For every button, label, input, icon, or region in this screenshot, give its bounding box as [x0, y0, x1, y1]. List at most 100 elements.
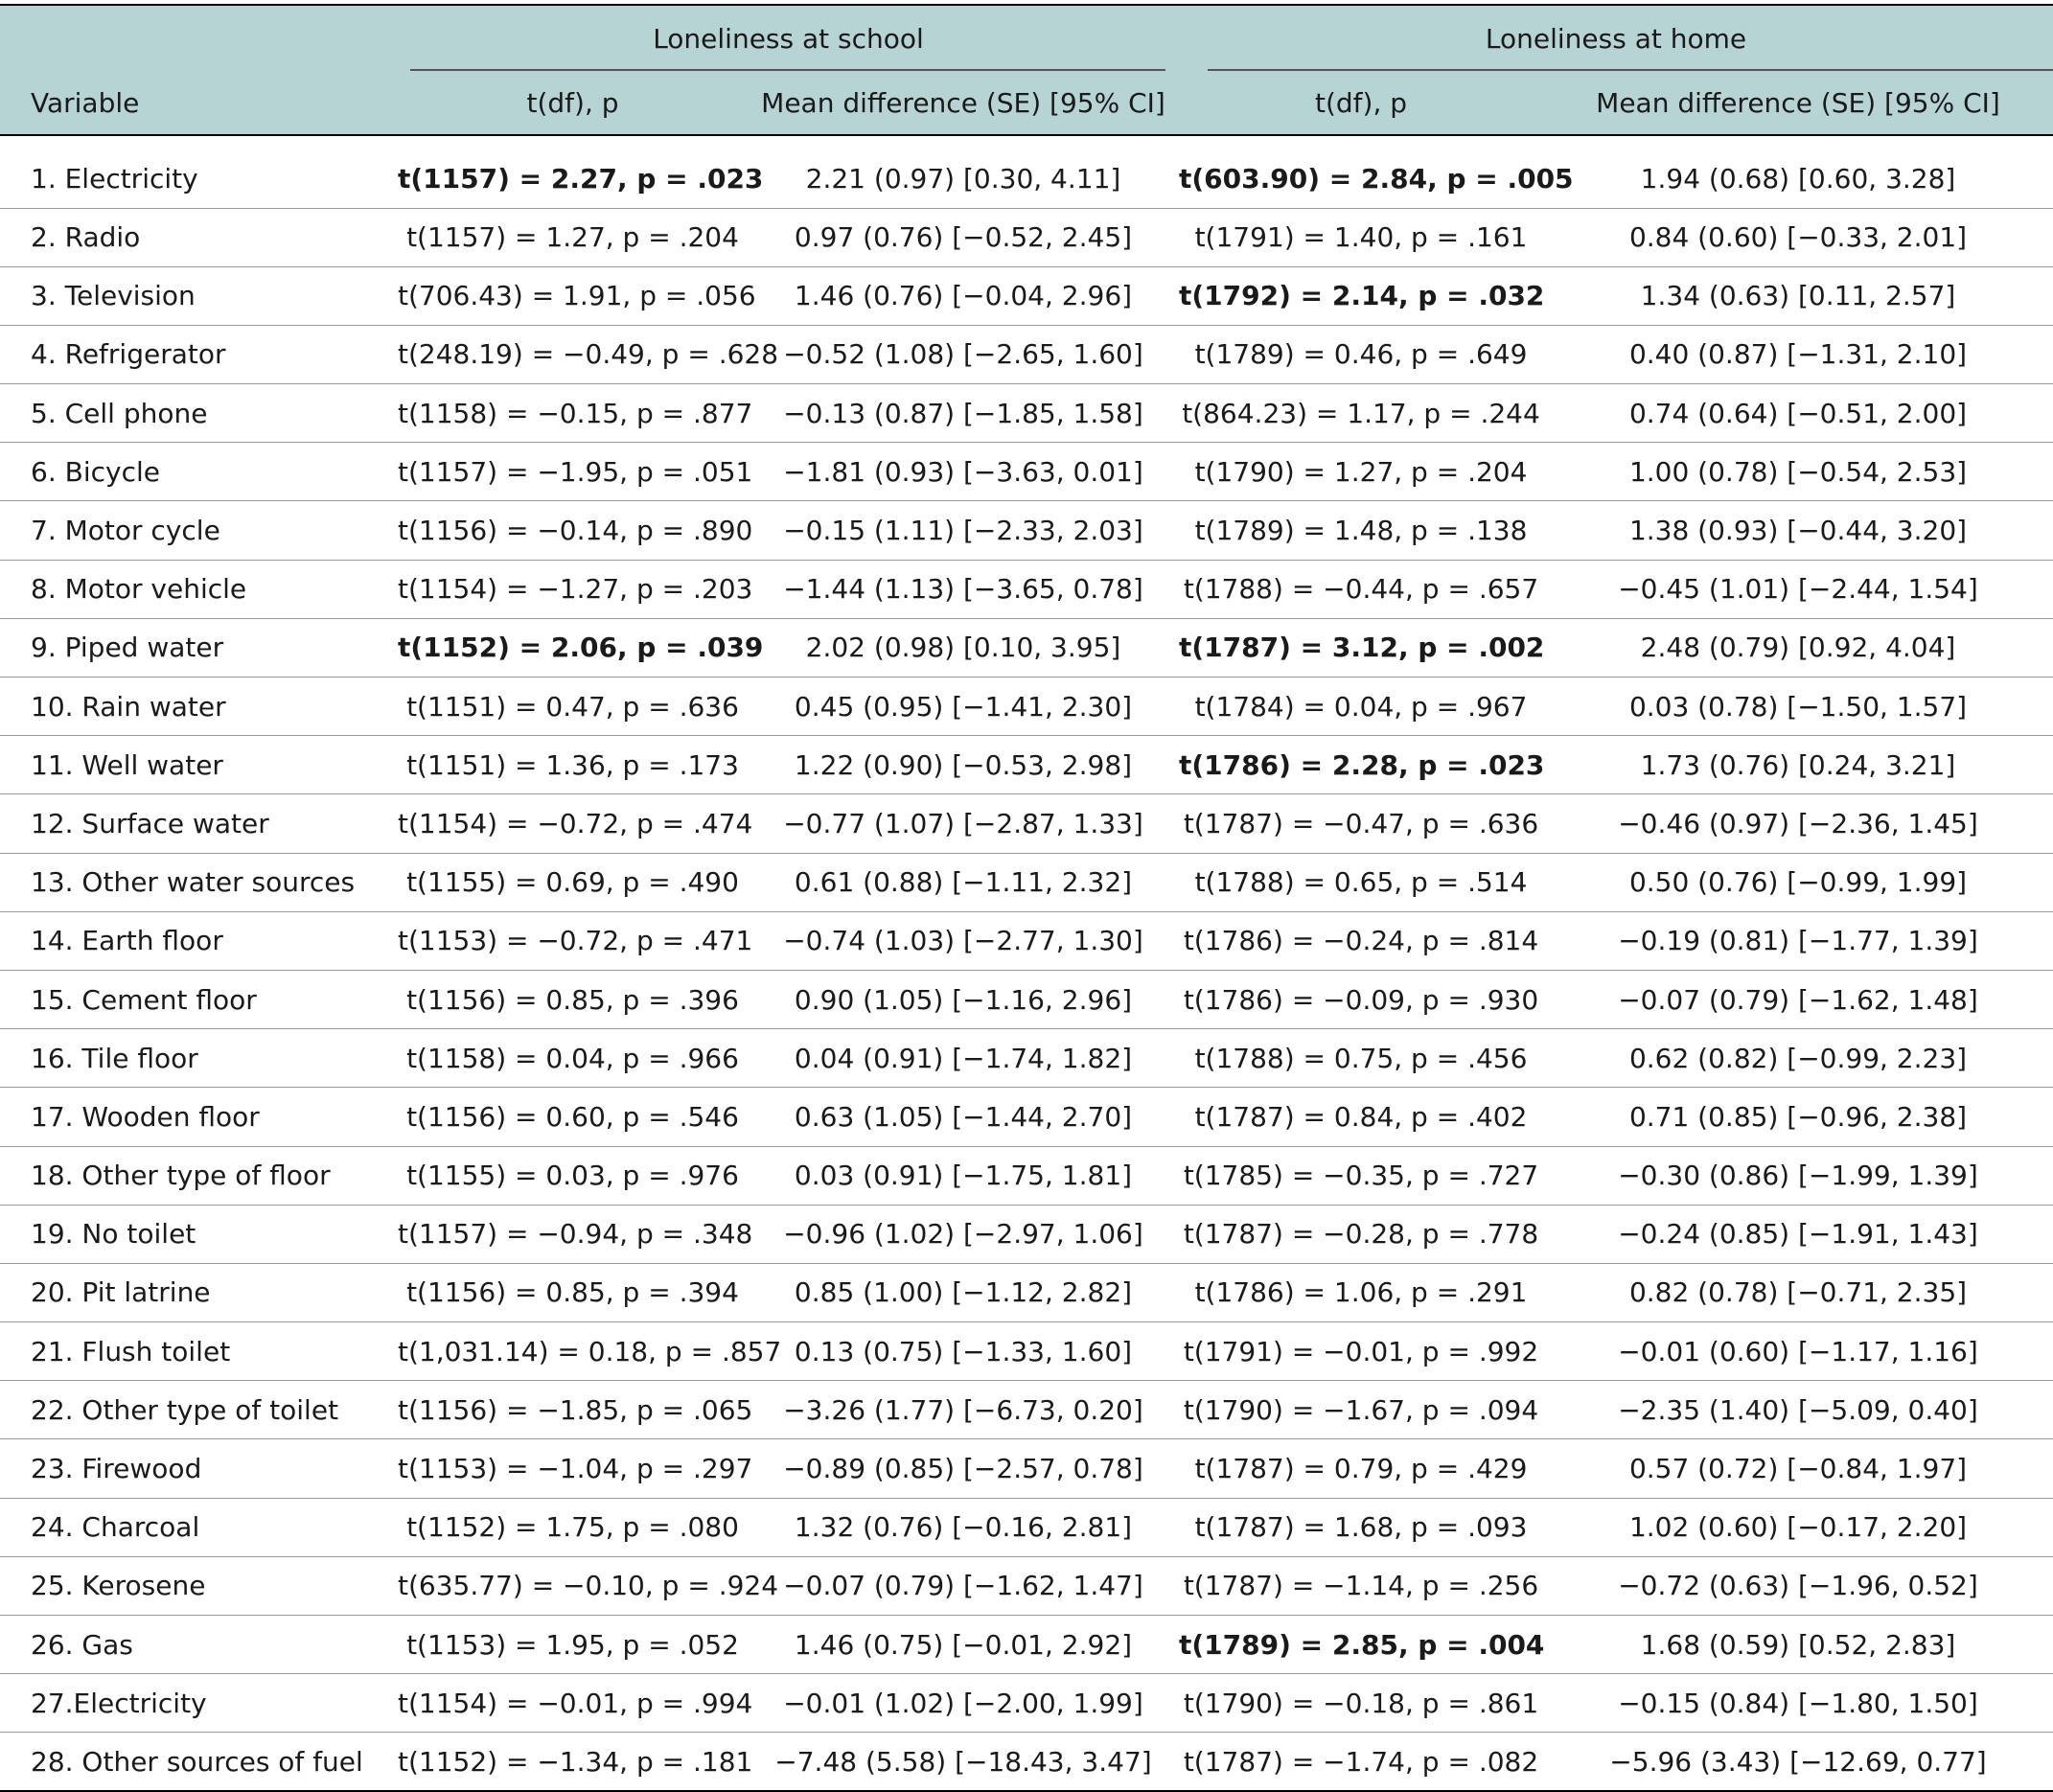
table-row: 23. Firewood t(1153) = −1.04, p = .297 −0.… — [0, 1438, 2053, 1499]
cell-variable: 6. Bicycle — [0, 442, 398, 502]
cell-school-t: t(1154) = −1.27, p = .203 — [398, 560, 752, 619]
cell-variable: 15. Cement floor — [0, 970, 398, 1030]
cell-home-mean-diff: 0.50 (0.76) [−0.99, 1.99] — [1543, 853, 2053, 912]
table-row: 28. Other sources of fuel t(1152) = −1.34… — [0, 1732, 2053, 1792]
column-header-variable: Variable — [0, 71, 398, 136]
cell-home-mean-diff: 1.34 (0.63) [0.11, 2.57] — [1543, 266, 2053, 326]
cell-school-t: t(1153) = −1.04, p = .297 — [398, 1438, 752, 1499]
cell-home-t: t(1787) = 0.79, p = .429 — [1179, 1438, 1543, 1499]
table-row: 22. Other type of toilet t(1156) = −1.85,… — [0, 1380, 2053, 1440]
cell-school-mean-diff: 0.85 (1.00) [−1.12, 2.82] — [748, 1263, 1179, 1323]
cell-variable: 28. Other sources of fuel — [0, 1732, 398, 1792]
cell-home-mean-diff: 2.48 (0.79) [0.92, 4.04] — [1543, 618, 2053, 678]
cell-school-mean-diff: −0.96 (1.02) [−2.97, 1.06] — [748, 1205, 1179, 1264]
cell-variable: 24. Charcoal — [0, 1498, 398, 1557]
cell-school-t: t(1157) = −1.95, p = .051 — [398, 442, 752, 502]
cell-home-t: t(1790) = −1.67, p = .094 — [1179, 1380, 1543, 1440]
table-row: 1. Electricity t(1157) = 2.27, p = .023 2.… — [0, 135, 2053, 209]
cell-variable: 23. Firewood — [0, 1438, 398, 1499]
cell-variable: 13. Other water sources — [0, 853, 398, 912]
cell-home-t: t(1786) = 1.06, p = .291 — [1179, 1263, 1543, 1323]
cell-home-mean-diff: 1.00 (0.78) [−0.54, 2.53] — [1543, 442, 2053, 502]
cell-variable: 10. Rain water — [0, 677, 398, 737]
cell-school-t: t(1153) = 1.95, p = .052 — [398, 1615, 748, 1675]
cell-home-mean-diff: 0.71 (0.85) [−0.96, 2.38] — [1543, 1087, 2053, 1147]
column-header-home-mean-diff: Mean difference (SE) [95% CI] — [1543, 71, 2053, 136]
cell-home-t: t(1787) = −0.28, p = .778 — [1179, 1205, 1543, 1264]
group-header-school: Loneliness at school — [398, 4, 1179, 72]
cell-home-mean-diff: −5.96 (3.43) [−12.69, 0.77] — [1543, 1732, 2053, 1792]
table-row: 8. Motor vehicle t(1154) = −1.27, p = .20… — [0, 560, 2053, 619]
cell-home-mean-diff: −0.45 (1.01) [−2.44, 1.54] — [1543, 560, 2053, 619]
table-row: 2. Radio t(1157) = 1.27, p = .204 0.97 (0.… — [0, 208, 2053, 267]
table-row: 17. Wooden floor t(1156) = 0.60, p = .546… — [0, 1087, 2053, 1147]
cell-school-t: t(1155) = 0.69, p = .490 — [398, 853, 748, 912]
cell-variable: 25. Kerosene — [0, 1556, 398, 1617]
cell-home-t: t(1789) = 0.46, p = .649 — [1179, 325, 1543, 385]
table-row: 15. Cement floor t(1156) = 0.85, p = .396… — [0, 970, 2053, 1030]
cell-school-t: t(1156) = −1.85, p = .065 — [398, 1380, 752, 1440]
cell-school-mean-diff: −0.07 (0.79) [−1.62, 1.47] — [748, 1556, 1179, 1617]
cell-variable: 18. Other type of floor — [0, 1146, 398, 1206]
table-row: 24. Charcoal t(1152) = 1.75, p = .080 1.32… — [0, 1498, 2053, 1557]
cell-home-t: t(1787) = 0.84, p = .402 — [1179, 1087, 1543, 1147]
cell-home-t: t(1787) = −1.74, p = .082 — [1179, 1732, 1543, 1792]
cell-school-mean-diff: −0.52 (1.08) [−2.65, 1.60] — [748, 325, 1179, 385]
cell-home-t: t(1790) = 1.27, p = .204 — [1179, 442, 1543, 502]
cell-school-t: t(1157) = 1.27, p = .204 — [398, 208, 748, 267]
cell-variable: 4. Refrigerator — [0, 325, 398, 385]
cell-school-t: t(248.19) = −0.49, p = .628 — [398, 325, 778, 385]
cell-variable: 21. Flush toilet — [0, 1321, 398, 1382]
cell-school-mean-diff: 0.61 (0.88) [−1.11, 2.32] — [748, 853, 1179, 912]
cell-school-t: t(635.77) = −0.10, p = .924 — [398, 1556, 778, 1617]
cell-variable: 2. Radio — [0, 208, 398, 267]
cell-home-t: t(603.90) = 2.84, p = .005 — [1179, 135, 1574, 209]
cell-home-t: t(1786) = −0.09, p = .930 — [1179, 970, 1543, 1030]
header-spacer — [0, 4, 398, 71]
table-row: 6. Bicycle t(1157) = −1.95, p = .051 −1.81… — [0, 442, 2053, 502]
cell-school-mean-diff: −1.44 (1.13) [−3.65, 0.78] — [748, 560, 1179, 619]
cell-school-t: t(1151) = 0.47, p = .636 — [398, 677, 748, 737]
cell-home-mean-diff: 1.94 (0.68) [0.60, 3.28] — [1543, 135, 2053, 209]
cell-home-t: t(1786) = 2.28, p = .023 — [1179, 735, 1544, 795]
cell-school-mean-diff: 1.46 (0.76) [−0.04, 2.96] — [748, 266, 1179, 326]
table-header: Loneliness at school Loneliness at home … — [0, 4, 2053, 136]
cell-school-mean-diff: −0.77 (1.07) [−2.87, 1.33] — [748, 793, 1179, 854]
cell-school-t: t(1156) = 0.85, p = .394 — [398, 1263, 748, 1323]
cell-school-t: t(1156) = 0.85, p = .396 — [398, 970, 748, 1030]
cell-variable: 7. Motor cycle — [0, 500, 398, 561]
cell-home-mean-diff: 0.57 (0.72) [−0.84, 1.97] — [1543, 1438, 2053, 1499]
cell-school-t: t(1156) = 0.60, p = .546 — [398, 1087, 748, 1147]
cell-home-mean-diff: 1.68 (0.59) [0.52, 2.83] — [1543, 1615, 2053, 1675]
cell-home-mean-diff: 1.02 (0.60) [−0.17, 2.20] — [1543, 1498, 2053, 1557]
cell-school-mean-diff: −0.89 (0.85) [−2.57, 0.78] — [748, 1438, 1179, 1499]
cell-home-mean-diff: 0.82 (0.78) [−0.71, 2.35] — [1543, 1263, 2053, 1323]
cell-variable: 14. Earth floor — [0, 911, 398, 971]
cell-home-mean-diff: 0.84 (0.60) [−0.33, 2.01] — [1543, 208, 2053, 267]
cell-home-mean-diff: −0.30 (0.86) [−1.99, 1.39] — [1543, 1146, 2053, 1206]
cell-school-mean-diff: 1.22 (0.90) [−0.53, 2.98] — [748, 735, 1179, 795]
cell-variable: 1. Electricity — [0, 135, 398, 209]
cell-home-mean-diff: −0.15 (0.84) [−1.80, 1.50] — [1543, 1673, 2053, 1734]
cell-home-t: t(1791) = 1.40, p = .161 — [1179, 208, 1543, 267]
table-row: 19. No toilet t(1157) = −0.94, p = .348 −0… — [0, 1205, 2053, 1264]
cell-school-t: t(1157) = 2.27, p = .023 — [398, 135, 763, 209]
cell-home-mean-diff: 0.74 (0.64) [−0.51, 2.00] — [1543, 383, 2053, 444]
table-row: 26. Gas t(1153) = 1.95, p = .052 1.46 (0.7… — [0, 1615, 2053, 1675]
cell-home-t: t(864.23) = 1.17, p = .244 — [1179, 383, 1543, 444]
cell-home-t: t(1787) = −0.47, p = .636 — [1179, 793, 1543, 854]
table-row: 18. Other type of floor t(1155) = 0.03, p… — [0, 1146, 2053, 1206]
table-row: 4. Refrigerator t(248.19) = −0.49, p = .6… — [0, 325, 2053, 385]
cell-school-mean-diff: 0.13 (0.75) [−1.33, 1.60] — [748, 1321, 1179, 1382]
cell-home-t: t(1791) = −0.01, p = .992 — [1179, 1321, 1543, 1382]
cell-variable: 9. Piped water — [0, 618, 398, 678]
cell-school-mean-diff: −0.74 (1.03) [−2.77, 1.30] — [748, 911, 1179, 971]
cell-school-t: t(1152) = 1.75, p = .080 — [398, 1498, 748, 1557]
cell-home-t: t(1790) = −0.18, p = .861 — [1179, 1673, 1543, 1734]
cell-home-mean-diff: 1.73 (0.76) [0.24, 3.21] — [1543, 735, 2053, 795]
table-row: 20. Pit latrine t(1156) = 0.85, p = .394 0… — [0, 1263, 2053, 1323]
table-row: 3. Television t(706.43) = 1.91, p = .056 1… — [0, 266, 2053, 326]
cell-home-t: t(1789) = 2.85, p = .004 — [1179, 1615, 1544, 1675]
group-header-home: Loneliness at home — [1179, 4, 2053, 72]
cell-school-mean-diff: 0.63 (1.05) [−1.44, 2.70] — [748, 1087, 1179, 1147]
